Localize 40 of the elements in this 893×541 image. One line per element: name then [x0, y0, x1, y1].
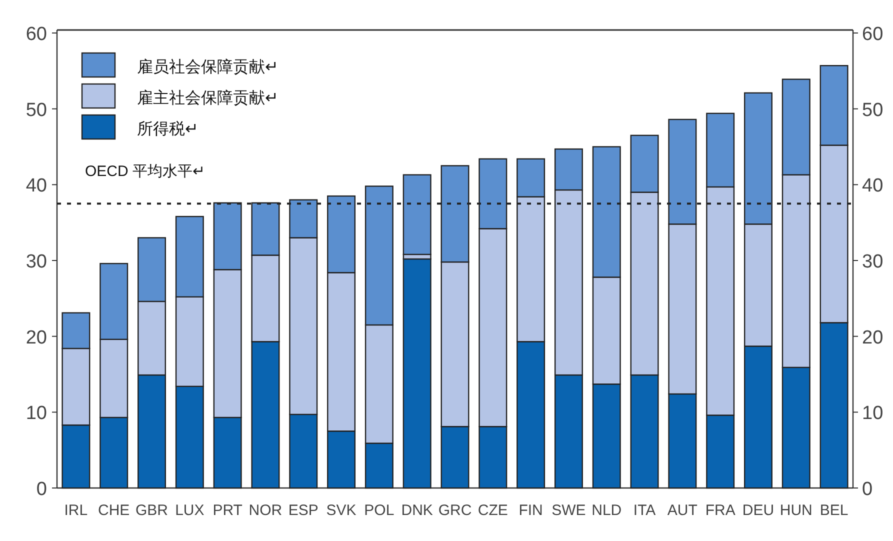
legend-label: 雇主社会保障贡献↵ [137, 89, 278, 107]
x-tick-label: CHE [98, 502, 130, 519]
y2-tick-label: 50 [862, 100, 884, 121]
x-tick-label: DNK [401, 502, 433, 519]
y-tick-label: 40 [26, 176, 47, 197]
x-tick-label: BEL [820, 502, 848, 519]
x-tick-label: CZE [478, 502, 508, 519]
y2-tick-label: 30 [862, 252, 884, 272]
y-tick-label: 60 [26, 24, 47, 45]
x-tick-label: HUN [780, 502, 812, 519]
x-tick-label: SVK [326, 502, 356, 519]
x-tick-label: ITA [633, 502, 656, 519]
x-tick-label: PRT [212, 502, 242, 519]
x-tick-label: NOR [248, 502, 282, 519]
bar [402, 258, 432, 489]
x-tick-label: POL [364, 502, 394, 519]
y2-tick-label: 20 [862, 327, 884, 348]
x-tick-label: SWE [552, 502, 586, 519]
y-tick-label: 10 [26, 403, 47, 424]
legend-label: 所得税↵ [137, 120, 198, 138]
y-tick-label: 20 [26, 327, 47, 348]
x-tick-label: GBR [136, 502, 168, 519]
legend-label: 雇员社会保障贡献↵ [137, 58, 278, 76]
x-tick-label: GRC [438, 502, 472, 519]
y-tick-label: 30 [26, 252, 47, 272]
x-tick-label: NLD [592, 502, 622, 519]
y2-tick-label: 40 [862, 176, 884, 197]
x-tick-label: DEU [742, 502, 774, 519]
y-tick-label: 0 [36, 479, 47, 500]
y2-tick-label: 10 [862, 403, 884, 424]
x-tick-label: ESP [288, 502, 318, 519]
x-tick-label: FRA [705, 502, 736, 519]
y2-tick-label: 0 [862, 479, 873, 500]
y2-tick-label: 60 [862, 24, 884, 45]
y-tick-label: 50 [26, 100, 47, 121]
x-tick-label: LUX [175, 502, 204, 519]
x-tick-label: AUT [667, 502, 698, 519]
x-tick-label: FIN [518, 502, 543, 519]
ref-line-label: OECD 平均水平↵ [85, 163, 206, 180]
x-tick-label: IRL [64, 502, 88, 519]
